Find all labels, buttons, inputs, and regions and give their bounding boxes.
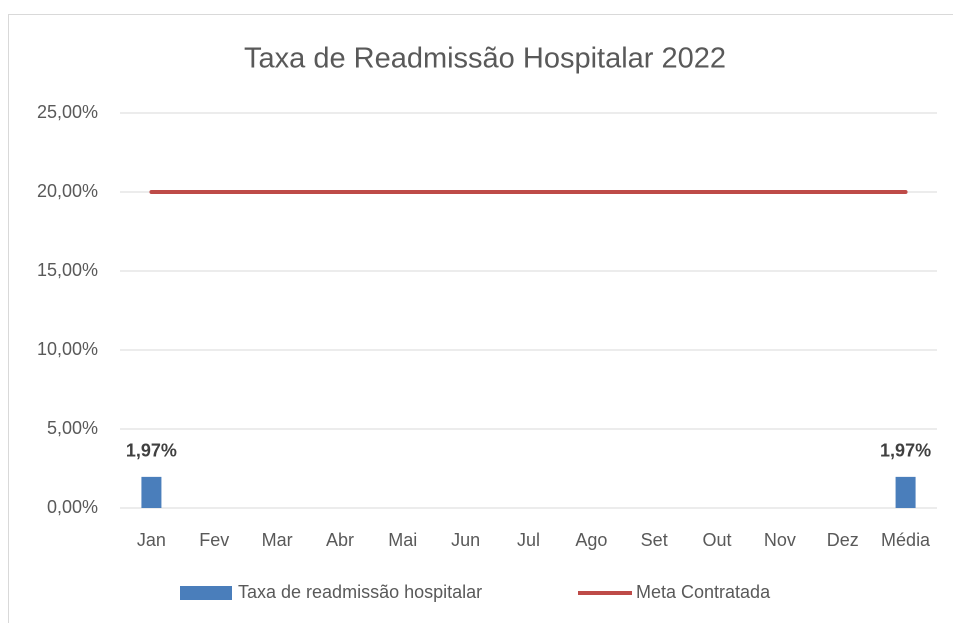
bar <box>141 476 162 508</box>
y-tick-label: 5,00% <box>47 418 98 438</box>
x-tick-label: Nov <box>764 530 796 550</box>
chart-title: Taxa de Readmissão Hospitalar 2022 <box>244 43 726 75</box>
x-tick-label: Jan <box>137 530 166 550</box>
y-tick-label: 15,00% <box>37 260 98 280</box>
data-label: 1,97% <box>126 441 177 461</box>
y-tick-label: 0,00% <box>47 497 98 517</box>
x-tick-label: Ago <box>575 530 607 550</box>
y-tick-label: 25,00% <box>37 102 98 122</box>
data-label: 1,97% <box>880 441 931 461</box>
x-tick-label: Out <box>703 530 732 550</box>
y-tick-label: 20,00% <box>37 181 98 201</box>
x-tick-label: Média <box>881 530 931 550</box>
x-tick-label: Jun <box>451 530 480 550</box>
x-tick-label: Mai <box>388 530 417 550</box>
legend-label: Taxa de readmissão hospitalar <box>238 582 482 602</box>
bar <box>895 476 916 508</box>
x-tick-label: Abr <box>326 530 354 550</box>
chart-border <box>8 14 953 623</box>
y-tick-label: 10,00% <box>37 339 98 359</box>
x-tick-label: Dez <box>827 530 859 550</box>
x-tick-label: Fev <box>199 530 229 550</box>
legend-label: Meta Contratada <box>636 582 771 602</box>
x-tick-label: Jul <box>517 530 540 550</box>
x-tick-label: Set <box>641 530 668 550</box>
legend-swatch <box>180 586 232 600</box>
x-tick-label: Mar <box>262 530 293 550</box>
